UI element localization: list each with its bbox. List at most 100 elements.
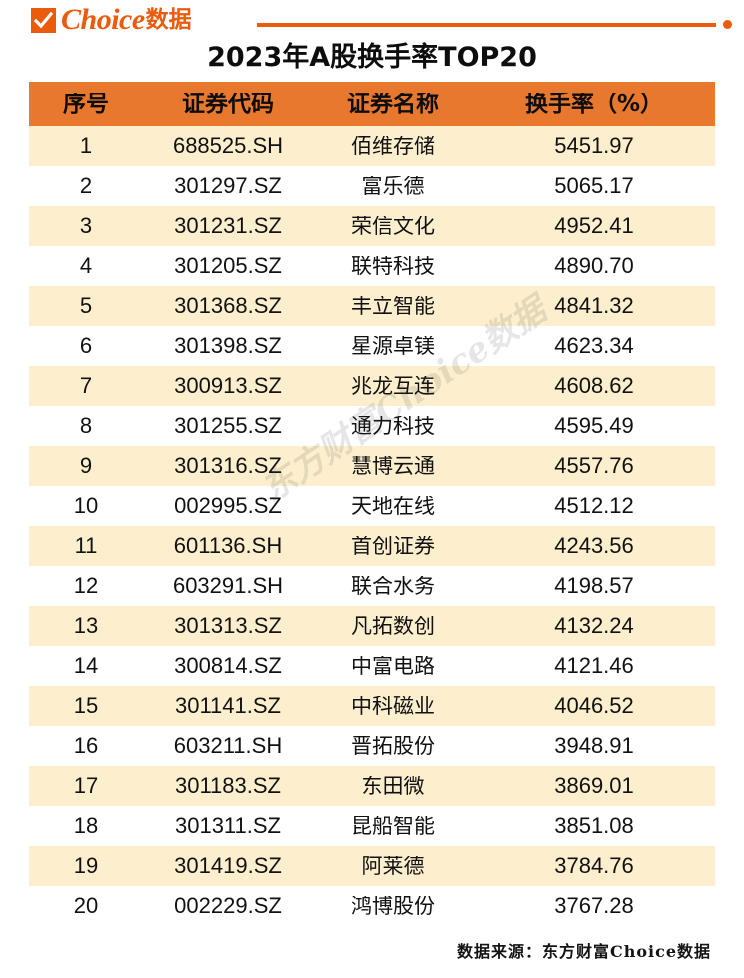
page-title: 2023年A股换手率TOP20: [207, 42, 537, 73]
cell-name: 荣信文化: [351, 215, 435, 237]
cell-name: 凡拓数创: [351, 615, 435, 637]
cell-rank: 5: [79, 295, 93, 317]
brand-name-cn: 数据: [145, 6, 192, 33]
cell-code: 300913.SZ: [174, 375, 282, 397]
cell-rank: 16: [73, 735, 99, 757]
cell-code: 301311.SZ: [174, 815, 281, 837]
brand-name-latin: Choice: [61, 3, 145, 36]
table-header-row: 序号 证券代码 证券名称 换手率（%）: [29, 82, 715, 126]
cell-name: 中富电路: [351, 655, 435, 677]
cell-name: 佰维存储: [351, 135, 435, 157]
cell-code: 301183.SZ: [174, 775, 281, 797]
column-header-rank: 序号: [63, 92, 109, 116]
cell-code: 301419.SZ: [174, 855, 282, 877]
cell-code: 301297.SZ: [174, 175, 282, 197]
table-row: 5 301368.SZ 丰立智能 4841.32: [29, 286, 715, 326]
cell-rate: 4841.32: [554, 295, 634, 317]
cell-code: 688525.SH: [172, 135, 284, 157]
cell-rank: 3: [79, 215, 93, 237]
cell-name: 丰立智能: [351, 295, 435, 317]
cell-rate: 4132.24: [554, 615, 634, 637]
cell-name: 联特科技: [351, 255, 435, 277]
cell-code: 301398.SZ: [174, 335, 282, 357]
cell-name: 东田微: [361, 775, 425, 797]
column-header-name: 证券名称: [347, 92, 439, 116]
cell-name: 昆船智能: [351, 815, 435, 837]
table-row: 13 301313.SZ 凡拓数创 4132.24: [29, 606, 715, 646]
cell-rank: 17: [73, 775, 99, 797]
table-row: 6 301398.SZ 星源卓镁 4623.34: [29, 326, 715, 366]
cell-rank: 1: [79, 135, 93, 157]
cell-code: 301231.SZ: [174, 215, 282, 237]
cell-rate: 4198.57: [554, 575, 634, 597]
checkmark-icon: [31, 7, 56, 33]
column-header-rate: 换手率（%）: [524, 92, 664, 116]
cell-rate: 4608.62: [554, 375, 634, 397]
table-row: 1 688525.SH 佰维存储 5451.97: [29, 126, 715, 166]
cell-rank: 11: [74, 535, 98, 557]
cell-name: 通力科技: [351, 415, 435, 437]
cell-rank: 18: [73, 815, 99, 837]
cell-name: 阿莱德: [361, 855, 425, 877]
cell-rank: 14: [73, 655, 99, 677]
table-row: 7 300913.SZ 兆龙互连 4608.62: [29, 366, 715, 406]
cell-rate: 4595.49: [554, 415, 634, 437]
cell-rank: 10: [73, 495, 99, 517]
cell-name: 天地在线: [351, 495, 435, 517]
cell-name: 首创证券: [351, 535, 435, 557]
table-row: 14 300814.SZ 中富电路 4121.46: [29, 646, 715, 686]
cell-code: 002229.SZ: [174, 895, 282, 917]
cell-rank: 13: [73, 615, 99, 637]
cell-rank: 4: [79, 255, 93, 277]
cell-code: 301316.SZ: [174, 455, 282, 477]
cell-code: 002995.SZ: [174, 495, 282, 517]
cell-code: 601136.SH: [173, 535, 283, 557]
cell-rank: 15: [73, 695, 99, 717]
turnover-rate-table: 序号 证券代码 证券名称 换手率（%） 1 688525.SH 佰维存储 545…: [29, 82, 715, 926]
cell-rank: 2: [79, 175, 93, 197]
cell-code: 603211.SH: [173, 735, 283, 757]
table-row: 15 301141.SZ 中科磁业 4046.52: [29, 686, 715, 726]
cell-rank: 20: [73, 895, 99, 917]
cell-rate: 4557.76: [554, 455, 634, 477]
table-row: 8 301255.SZ 通力科技 4595.49: [29, 406, 715, 446]
brand-bar: Choice 数据: [0, 0, 744, 40]
table-row: 12 603291.SH 联合水务 4198.57: [29, 566, 715, 606]
cell-name: 慧博云通: [351, 455, 435, 477]
cell-rate: 4243.56: [554, 535, 634, 557]
cell-rate: 3767.28: [554, 895, 634, 917]
cell-name: 富乐德: [361, 175, 425, 197]
table-row: 20 002229.SZ 鸿博股份 3767.28: [29, 886, 715, 926]
table-row: 18 301311.SZ 昆船智能 3851.08: [29, 806, 715, 846]
table-row: 9 301316.SZ 慧博云通 4557.76: [29, 446, 715, 486]
cell-code: 301255.SZ: [174, 415, 282, 437]
table-row: 3 301231.SZ 荣信文化 4952.41: [29, 206, 715, 246]
cell-rank: 6: [79, 335, 93, 357]
table-row: 2 301297.SZ 富乐德 5065.17: [29, 166, 715, 206]
cell-rate: 3851.08: [554, 815, 634, 837]
cell-rank: 19: [73, 855, 99, 877]
cell-rate: 4512.12: [554, 495, 634, 517]
cell-rate: 3869.01: [554, 775, 634, 797]
table-row: 10 002995.SZ 天地在线 4512.12: [29, 486, 715, 526]
cell-rate: 5451.97: [554, 135, 634, 157]
cell-rate: 4623.34: [554, 335, 634, 357]
table-row: 16 603211.SH 晋拓股份 3948.91: [29, 726, 715, 766]
cell-rank: 9: [79, 455, 93, 477]
cell-rank: 7: [79, 375, 93, 397]
header-rule: [257, 23, 716, 27]
cell-name: 中科磁业: [351, 695, 435, 717]
cell-name: 晋拓股份: [351, 735, 435, 757]
header-rule-dot: [723, 20, 732, 29]
cell-rate: 4952.41: [554, 215, 634, 237]
column-header-code: 证券代码: [182, 92, 274, 116]
table-row: 11 601136.SH 首创证券 4243.56: [29, 526, 715, 566]
cell-rate: 3948.91: [554, 735, 634, 757]
cell-name: 鸿博股份: [351, 895, 435, 917]
cell-rate: 4890.70: [554, 255, 634, 277]
cell-name: 兆龙互连: [351, 375, 435, 397]
cell-rate: 3784.76: [554, 855, 634, 877]
cell-code: 603291.SH: [172, 575, 284, 597]
cell-code: 301313.SZ: [174, 615, 282, 637]
table-row: 4 301205.SZ 联特科技 4890.70: [29, 246, 715, 286]
